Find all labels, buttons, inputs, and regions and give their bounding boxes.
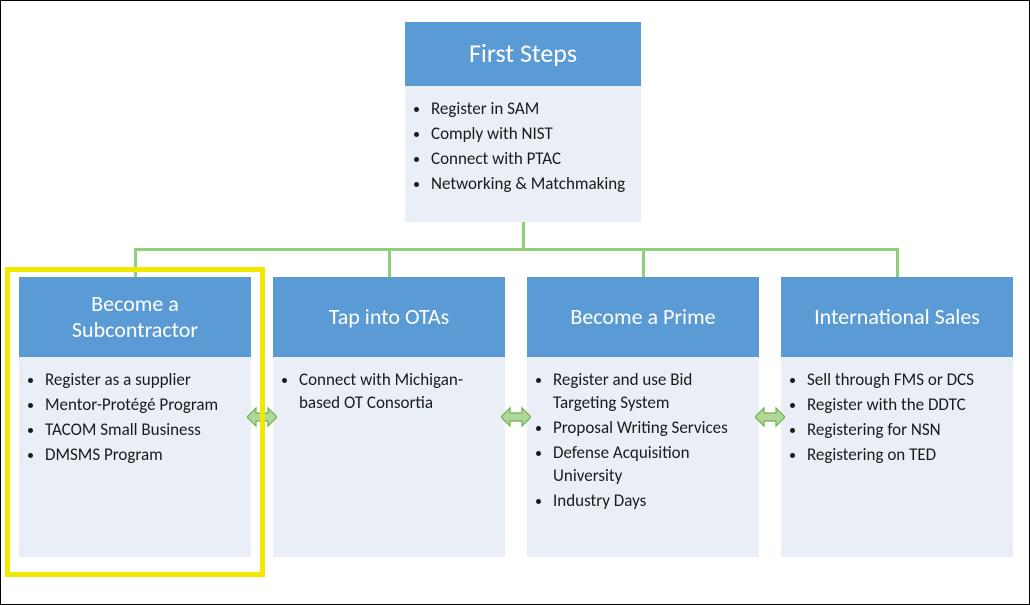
double-arrow-icon xyxy=(755,405,785,429)
connector-segment xyxy=(642,250,645,278)
bullet-item: Registering for NSN xyxy=(807,419,1003,442)
bullet-item: Industry Days xyxy=(553,490,749,513)
connector-segment xyxy=(522,222,525,250)
connector-segment xyxy=(388,250,391,278)
flowchart-diagram: First Steps Register in SAMComply with NI… xyxy=(1,1,1029,604)
bullet-list: Register as a supplierMentor-Protégé Pro… xyxy=(45,369,241,467)
bullet-item: Connect with PTAC xyxy=(431,148,631,171)
connector-segment xyxy=(134,250,137,278)
bullet-item: Register with the DDTC xyxy=(807,394,1003,417)
bullet-list: Register and use Bid Targeting SystemPro… xyxy=(553,369,749,513)
box-international: International Sales Sell through FMS or D… xyxy=(781,277,1013,557)
bullet-item: Defense Acquisition University xyxy=(553,442,749,488)
bullet-list: Register in SAMComply with NISTConnect w… xyxy=(431,98,631,196)
bullet-list: Sell through FMS or DCSRegister with the… xyxy=(807,369,1003,467)
box-first-steps: First Steps Register in SAMComply with NI… xyxy=(405,22,641,222)
bullet-item: TACOM Small Business xyxy=(45,419,241,442)
box-title: Become a Subcontractor xyxy=(19,277,251,357)
connector-segment xyxy=(134,248,899,251)
double-arrow-icon xyxy=(501,405,531,429)
box-body: Connect with Michigan-based OT Consortia xyxy=(273,357,505,557)
box-body: Register and use Bid Targeting SystemPro… xyxy=(527,357,759,557)
box-subcontractor: Become a Subcontractor Register as a supp… xyxy=(19,277,251,557)
box-body: Register in SAMComply with NISTConnect w… xyxy=(405,86,641,222)
double-arrow-icon xyxy=(247,405,277,429)
box-title: First Steps xyxy=(405,22,641,86)
box-body: Sell through FMS or DCSRegister with the… xyxy=(781,357,1013,557)
bullet-item: Register in SAM xyxy=(431,98,631,121)
box-body: Register as a supplierMentor-Protégé Pro… xyxy=(19,357,251,557)
box-title: Tap into OTAs xyxy=(273,277,505,357)
box-title: International Sales xyxy=(781,277,1013,357)
bullet-item: DMSMS Program xyxy=(45,444,241,467)
bullet-item: Registering on TED xyxy=(807,444,1003,467)
bullet-item: Mentor-Protégé Program xyxy=(45,394,241,417)
bullet-item: Sell through FMS or DCS xyxy=(807,369,1003,392)
bullet-item: Proposal Writing Services xyxy=(553,417,749,440)
box-otas: Tap into OTAs Connect with Michigan-based… xyxy=(273,277,505,557)
bullet-item: Networking & Matchmaking xyxy=(431,173,631,196)
bullet-item: Comply with NIST xyxy=(431,123,631,146)
box-prime: Become a Prime Register and use Bid Targe… xyxy=(527,277,759,557)
bullet-item: Register as a supplier xyxy=(45,369,241,392)
box-title: Become a Prime xyxy=(527,277,759,357)
bullet-list: Connect with Michigan-based OT Consortia xyxy=(299,369,495,415)
connector-segment xyxy=(896,250,899,278)
bullet-item: Connect with Michigan-based OT Consortia xyxy=(299,369,495,415)
bullet-item: Register and use Bid Targeting System xyxy=(553,369,749,415)
